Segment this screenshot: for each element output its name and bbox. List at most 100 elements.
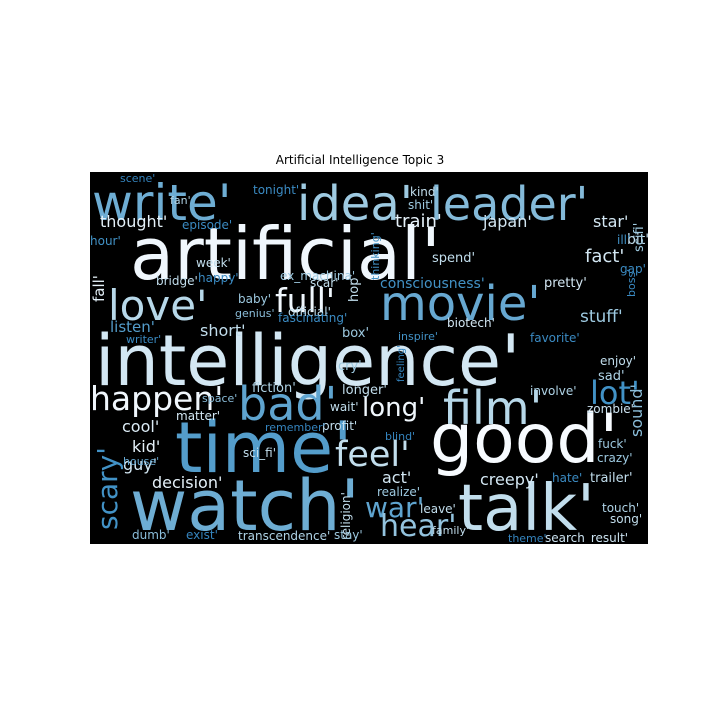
word-scar: scar': [310, 276, 338, 290]
word-leader: leader': [430, 177, 588, 231]
word-space: space': [202, 392, 237, 405]
word-scifi: scifi': [632, 223, 647, 252]
word-fall: fall': [90, 275, 108, 302]
word-artificial: artificial': [130, 212, 441, 296]
word-transcendence: transcendence': [238, 529, 330, 543]
word-lot: lot': [590, 374, 640, 412]
word-love: love': [108, 281, 208, 330]
word-writer: writer': [126, 333, 161, 346]
word-talk: talk': [458, 472, 595, 544]
word-longer: longer': [342, 383, 387, 398]
word-fiction: fiction': [252, 381, 296, 396]
word-genius: genius': [235, 307, 275, 320]
word-happen: happen': [90, 379, 223, 418]
word-dumb: dumb': [132, 528, 170, 542]
word-tonight: tonight': [253, 183, 299, 197]
word-train: train': [395, 211, 442, 232]
word-episode: episode': [182, 218, 232, 232]
word-week: week': [196, 256, 231, 270]
word-hate: hate': [552, 471, 582, 485]
word-religion: religion': [339, 492, 353, 540]
word-official: official': [288, 305, 331, 319]
word-ill: ill': [617, 233, 630, 247]
word-matter: matter': [176, 409, 220, 423]
word-thought: thought': [100, 212, 167, 231]
word-fascinating: fascinating': [278, 311, 347, 325]
word-pretty: pretty': [544, 276, 587, 291]
word-search_result: search_result': [545, 531, 628, 544]
word-star: star': [593, 212, 628, 231]
word-sad: sad': [598, 369, 625, 384]
word-theme: theme': [508, 532, 547, 544]
word-fact: fact': [585, 246, 624, 267]
word-leave: leave': [420, 502, 456, 516]
word-good: good': [430, 400, 618, 479]
word-baby: baby': [238, 292, 271, 306]
word-cloud-svg: write' idea' leader'artificial'love' full' m…: [90, 172, 648, 544]
word-thinking: thinking': [369, 232, 382, 280]
word-idea: idea': [297, 176, 413, 232]
word-box: box': [342, 326, 369, 341]
word-zombie: zombie': [587, 402, 634, 416]
word-sci_fi: sci_fi': [243, 446, 276, 460]
word-hour: hour': [90, 234, 121, 248]
word-remember: remember': [265, 421, 326, 434]
word-hear: hear': [380, 509, 456, 544]
word-family: family': [432, 524, 469, 537]
word-profit: profit': [322, 419, 357, 433]
word-inspire: inspire': [398, 330, 438, 343]
word-touch: touch': [602, 501, 639, 515]
word-wait: wait': [330, 400, 359, 414]
word-fan: fan': [170, 194, 191, 207]
word-song: song': [610, 512, 642, 526]
word-biotech: biotech': [447, 316, 495, 330]
word-stuff: stuff': [580, 307, 623, 327]
word-cool: cool': [122, 417, 159, 436]
word-intelligence: intelligence': [95, 320, 520, 402]
word-kid: kid': [132, 437, 160, 456]
word-hop: hop': [347, 274, 362, 302]
word-fuck: fuck': [598, 437, 627, 451]
word-boss: boss': [625, 269, 638, 297]
word-guy: guy': [123, 455, 157, 474]
word-write: write': [92, 174, 231, 232]
word-realize: realize': [377, 485, 420, 499]
word-act: act': [382, 468, 411, 487]
word-decision: decision': [152, 473, 222, 492]
word-creepy: creepy': [480, 470, 539, 489]
word-war: war': [365, 491, 424, 524]
word-movie: movie': [380, 276, 541, 332]
word-watch: watch': [130, 465, 360, 544]
word-happy: happy': [198, 271, 239, 285]
word-short: short': [200, 321, 246, 340]
word-kind: kind': [410, 185, 439, 199]
word-spend: spend': [432, 251, 475, 266]
word-listen: listen': [110, 318, 155, 336]
word-cry: cry': [338, 359, 362, 374]
word-japan: japan': [482, 212, 532, 231]
word-blind: blind': [385, 430, 415, 443]
word-crazy: crazy': [597, 451, 633, 465]
word-bad: bad': [238, 377, 337, 431]
word-enjoy: enjoy': [600, 354, 636, 368]
word-scene: scene': [120, 172, 155, 185]
word-involve: involve': [530, 384, 577, 398]
word-scary: scary': [91, 447, 124, 530]
word-ex_machina: ex_machina': [280, 269, 355, 283]
word-cloud-canvas: write' idea' leader' artificial' love' full' m…: [90, 172, 648, 544]
word-feeling: feeling': [396, 345, 407, 382]
word-exist: exist': [186, 528, 218, 542]
word-sound: sound': [627, 384, 646, 437]
word-long: long': [362, 393, 425, 423]
word-house: house': [123, 455, 159, 468]
word-shit: shit': [408, 198, 433, 212]
chart-title: Artificial Intelligence Topic 3: [275, 153, 445, 167]
word-trailer: trailer': [590, 471, 633, 486]
word-bit: bit': [627, 232, 648, 248]
word-gap: gap': [620, 262, 646, 276]
word-stay: stay': [334, 528, 363, 542]
word-full: full': [275, 281, 335, 320]
word-consciousness: consciousness': [380, 276, 485, 292]
word-favorite: favorite': [530, 331, 580, 345]
word-feel: feel': [335, 435, 410, 475]
